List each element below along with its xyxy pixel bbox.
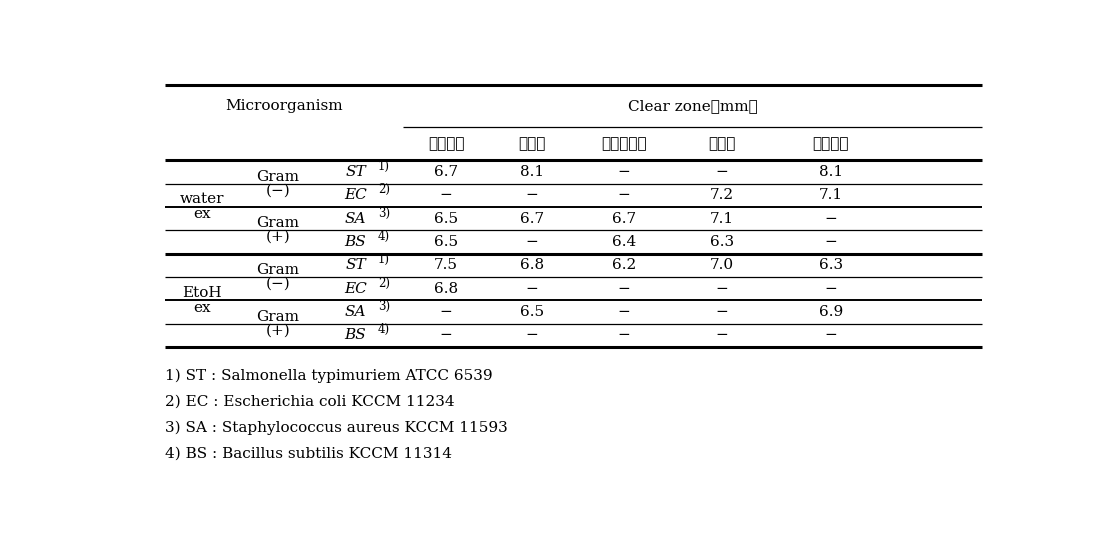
Text: ST: ST [346,165,366,179]
Text: (−): (−) [265,183,290,197]
Text: −: − [618,305,630,319]
Text: water: water [180,192,224,206]
Text: −: − [525,282,539,295]
Text: 4): 4) [378,230,390,243]
Text: SA: SA [345,211,366,226]
Text: −: − [716,328,728,343]
Text: 2) EC : Escherichia coli KCCM 11234: 2) EC : Escherichia coli KCCM 11234 [165,394,455,408]
Text: EC: EC [345,282,367,295]
Text: −: − [824,235,837,249]
Text: 서동마: 서동마 [708,136,736,151]
Text: −: − [618,328,630,343]
Text: 6.3: 6.3 [710,235,734,249]
Text: −: − [618,165,630,179]
Text: −: − [716,165,728,179]
Text: (−): (−) [265,277,290,290]
Text: −: − [525,235,539,249]
Text: −: − [824,282,837,295]
Text: 3) SA : Staphylococcus aureus KCCM 11593: 3) SA : Staphylococcus aureus KCCM 11593 [165,421,508,435]
Text: 6.7: 6.7 [612,211,636,226]
Text: 6.2: 6.2 [612,258,636,272]
Text: Gram: Gram [256,310,299,324]
Text: −: − [824,211,837,226]
Text: 8.1: 8.1 [520,165,544,179]
Text: −: − [439,328,453,343]
Text: −: − [439,188,453,202]
Text: −: − [716,305,728,319]
Text: 7.1: 7.1 [818,188,843,202]
Text: 4) BS : Bacillus subtilis KCCM 11314: 4) BS : Bacillus subtilis KCCM 11314 [165,447,453,461]
Text: 6.8: 6.8 [434,282,458,295]
Text: BS: BS [345,328,367,343]
Text: (+): (+) [265,323,290,338]
Text: −: − [525,328,539,343]
Text: 2): 2) [378,183,390,196]
Text: 3): 3) [378,300,390,313]
Text: Gram: Gram [256,263,299,277]
Text: −: − [716,282,728,295]
Text: 7.5: 7.5 [434,258,458,272]
Text: 8.1: 8.1 [818,165,843,179]
Text: 7.1: 7.1 [710,211,734,226]
Text: 6.5: 6.5 [520,305,544,319]
Text: 1): 1) [378,253,390,266]
Text: 6.7: 6.7 [520,211,544,226]
Text: 7.0: 7.0 [710,258,734,272]
Text: 1): 1) [378,160,390,173]
Text: ex: ex [193,301,211,315]
Text: 4): 4) [378,323,390,337]
Text: BS: BS [345,235,367,249]
Text: SA: SA [345,305,366,319]
Text: 2): 2) [378,277,390,290]
Text: −: − [824,328,837,343]
Text: 6.4: 6.4 [612,235,636,249]
Text: −: − [439,305,453,319]
Text: 7.2: 7.2 [710,188,734,202]
Text: EC: EC [345,188,367,202]
Text: 6.3: 6.3 [818,258,843,272]
Text: 강원도마: 강원도마 [428,136,464,151]
Text: 1) ST : Salmonella typimuriem ATCC 6539: 1) ST : Salmonella typimuriem ATCC 6539 [165,368,493,383]
Text: ST: ST [346,258,366,272]
Text: 6.8: 6.8 [520,258,544,272]
Text: Clear zone（mm）: Clear zone（mm） [628,99,757,113]
Text: 정음산내마: 정음산내마 [601,136,647,151]
Text: 6.9: 6.9 [818,305,843,319]
Text: −: − [618,188,630,202]
Text: 6.5: 6.5 [434,211,458,226]
Text: Gram: Gram [256,170,299,184]
Text: −: − [525,188,539,202]
Text: 3): 3) [378,206,390,220]
Text: 6.5: 6.5 [434,235,458,249]
Text: Gram: Gram [256,216,299,231]
Text: EtoH: EtoH [182,285,222,300]
Text: −: − [618,282,630,295]
Text: 금산사마: 금산사마 [813,136,849,151]
Text: Microorganism: Microorganism [225,99,343,113]
Text: (+): (+) [265,230,290,244]
Text: 6.7: 6.7 [434,165,458,179]
Text: ex: ex [193,208,211,221]
Text: 영여자: 영여자 [518,136,545,151]
